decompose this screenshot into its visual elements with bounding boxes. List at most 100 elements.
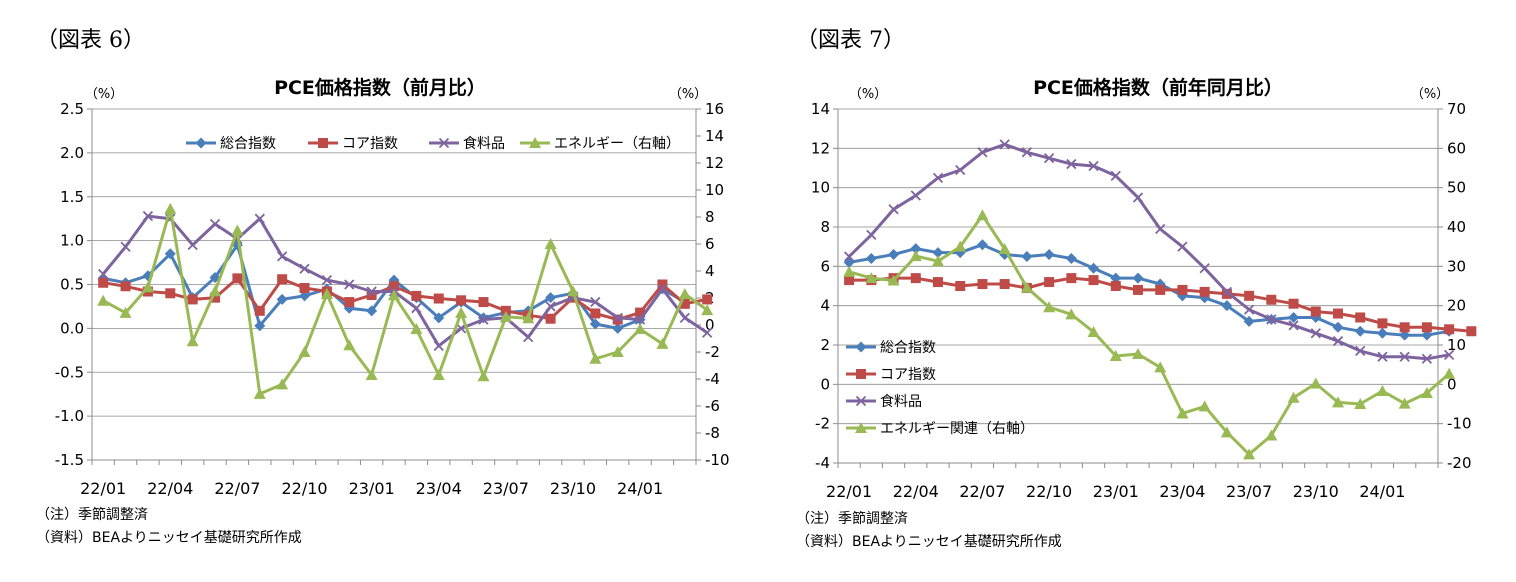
data-point <box>634 314 646 325</box>
data-point <box>1065 308 1078 320</box>
data-point <box>955 164 966 176</box>
figure-label: （図表 6） <box>36 28 145 53</box>
data-point <box>1310 306 1321 317</box>
data-point <box>456 295 467 306</box>
data-point <box>932 172 944 183</box>
y2-tick-label: -6 <box>705 397 720 415</box>
data-point <box>545 292 557 304</box>
data-point <box>433 312 445 324</box>
data-point <box>1399 322 1410 333</box>
x-tick-label: 23/07 <box>483 479 529 498</box>
y-axis-unit: （%） <box>849 87 887 102</box>
data-point <box>612 312 623 323</box>
figure-label: （図表 7） <box>796 28 905 53</box>
y-tick-label: 2.0 <box>60 144 84 162</box>
legend-label: エネルギー（右軸） <box>554 136 680 152</box>
chart-source: （資料）BEAよりニッセイ基礎研究所作成 <box>36 530 302 546</box>
legend-marker <box>318 138 328 148</box>
data-point <box>955 281 966 291</box>
y2-tick-label: 4 <box>705 262 715 280</box>
data-point <box>1310 328 1321 339</box>
data-point <box>411 303 422 314</box>
x-tick-label: 22/07 <box>214 479 260 498</box>
data-point <box>611 346 624 357</box>
legend-item: コア指数 <box>846 367 936 383</box>
data-point <box>954 240 967 252</box>
data-point <box>320 287 333 299</box>
y2-tick-label: -10 <box>705 451 730 469</box>
legend-item: 食料品 <box>429 135 505 152</box>
data-point <box>1044 277 1055 288</box>
data-point <box>210 292 221 303</box>
y-tick-label: 8 <box>820 218 830 236</box>
data-point <box>1110 170 1121 182</box>
series-3 <box>843 139 1455 364</box>
data-point <box>1287 391 1300 403</box>
legend-item: 総合指数 <box>846 340 936 356</box>
data-point <box>522 312 535 324</box>
data-point <box>1243 315 1255 327</box>
legend-item: エネルギー（右軸） <box>520 136 680 152</box>
y2-axis-unit: （%） <box>669 87 707 102</box>
data-point <box>999 139 1010 150</box>
data-point <box>433 340 444 352</box>
y2-tick-label: -8 <box>705 424 720 442</box>
x-tick-label: 23/01 <box>349 479 395 498</box>
data-point <box>1132 348 1144 360</box>
data-point <box>589 352 602 364</box>
data-point <box>388 289 400 301</box>
y2-tick-label: 30 <box>1447 257 1466 275</box>
series-2 <box>844 273 1477 337</box>
data-point <box>1088 262 1100 274</box>
data-point <box>500 305 511 316</box>
legend-marker <box>855 341 867 353</box>
data-point <box>365 368 378 380</box>
data-point <box>910 273 921 284</box>
data-point <box>1155 223 1166 235</box>
data-point <box>187 294 198 305</box>
data-point <box>254 320 266 332</box>
y2-tick-label: 12 <box>705 154 724 172</box>
data-point <box>656 337 669 349</box>
data-point <box>1354 325 1366 337</box>
x-tick-label: 24/01 <box>1359 482 1405 501</box>
series-line <box>102 207 709 396</box>
data-point <box>1221 286 1233 298</box>
data-point <box>344 297 355 308</box>
series-line <box>848 142 1450 361</box>
data-point <box>142 210 154 222</box>
data-point <box>701 304 714 316</box>
data-point <box>1109 350 1122 362</box>
series-4 <box>97 202 714 399</box>
data-point <box>231 224 244 236</box>
data-point <box>366 290 377 301</box>
data-point <box>910 190 921 201</box>
y-tick-label: -1.5 <box>55 451 84 469</box>
data-point <box>589 318 601 330</box>
data-point <box>141 281 154 293</box>
data-point <box>657 279 668 290</box>
y-tick-label: 6 <box>820 257 830 275</box>
y-tick-label: 10 <box>811 179 830 197</box>
data-point <box>1221 288 1232 299</box>
data-point <box>1288 311 1300 323</box>
data-point <box>1088 275 1099 286</box>
data-point <box>1354 398 1367 409</box>
y2-tick-label: 60 <box>1447 139 1466 157</box>
data-point <box>1177 284 1188 295</box>
data-point <box>999 279 1010 290</box>
data-point <box>254 305 265 316</box>
data-point <box>1043 301 1056 313</box>
legend-label: 総合指数 <box>220 136 276 152</box>
legend-label: 食料品 <box>463 135 505 152</box>
data-point <box>209 285 222 297</box>
series-line <box>102 276 708 322</box>
data-point <box>1288 320 1299 331</box>
data-point <box>866 229 877 241</box>
data-point <box>1066 273 1077 284</box>
data-point <box>276 293 288 305</box>
y-tick-label: 1.0 <box>60 232 84 250</box>
data-point <box>1132 272 1144 284</box>
data-point <box>1133 284 1143 295</box>
data-point <box>634 323 647 335</box>
